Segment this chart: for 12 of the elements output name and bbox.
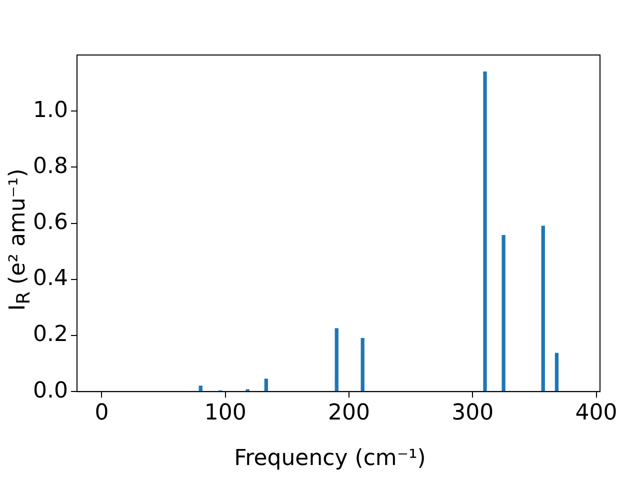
y-tick-label: 0.0 [32, 378, 68, 404]
x-tick-label: 200 [328, 400, 370, 426]
x-tick-label: 300 [452, 400, 494, 426]
y-tick-label: 0.8 [32, 154, 68, 179]
x-tick-label: 400 [575, 400, 618, 426]
x-tick-label: 100 [204, 400, 246, 426]
y-tick-label: 0.2 [32, 322, 68, 348]
x-tick-label: 0 [94, 400, 109, 426]
y-tick-label: 0.6 [32, 210, 68, 236]
y-tick-label: 1.0 [32, 98, 68, 123]
x-axis-title: Frequency (cm⁻¹) [233, 446, 427, 471]
y-tick-label: 0.4 [32, 266, 68, 292]
